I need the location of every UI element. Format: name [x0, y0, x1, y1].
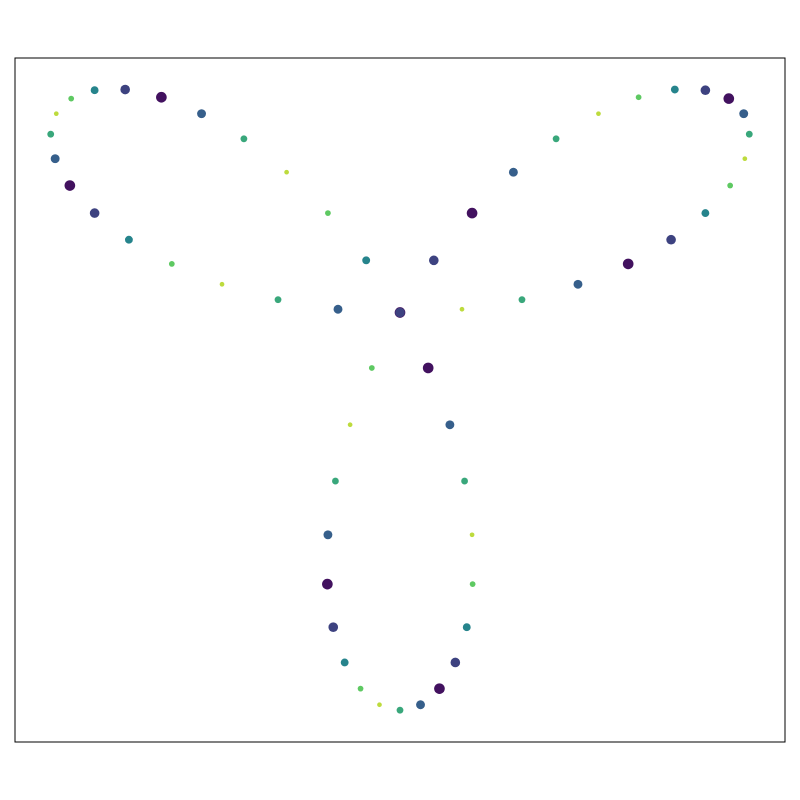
scatter-point [362, 256, 371, 265]
scatter-point [445, 420, 455, 430]
scatter-point [323, 530, 333, 540]
scatter-point [461, 477, 468, 485]
scatter-point [333, 304, 343, 314]
scatter-point [727, 182, 734, 189]
scatter-point [240, 135, 248, 143]
scatter-point [68, 95, 75, 102]
scatter-point [325, 210, 331, 216]
scatter-point [64, 180, 76, 191]
scatter-point [47, 130, 55, 138]
scatter-point [462, 623, 471, 632]
scatter-point [328, 622, 339, 632]
scatter-point [469, 581, 476, 587]
scatter-point [357, 685, 364, 692]
scatter-point [459, 306, 465, 312]
scatter-point [197, 109, 206, 119]
scatter-point [596, 111, 601, 117]
scatter-point [450, 657, 461, 668]
scatter-point [347, 422, 353, 428]
scatter-point [368, 365, 375, 371]
scatter-point [700, 85, 711, 96]
scatter-point [434, 683, 445, 694]
scatter-point [422, 362, 434, 374]
scatter-point [340, 658, 349, 667]
scatter-point [745, 130, 753, 138]
scatter-point [89, 208, 100, 218]
scatter-point [635, 94, 642, 101]
scatter-point [739, 109, 749, 119]
scatter-point [284, 169, 289, 175]
scatter-point [90, 86, 99, 95]
scatter-point [518, 296, 526, 304]
scatter-point [723, 93, 735, 104]
scatter-point [508, 167, 518, 177]
scatter-point [466, 207, 478, 219]
scatter-point [429, 255, 439, 266]
scatter-point [377, 702, 382, 708]
scatter-point [622, 258, 634, 270]
scatter-point [742, 156, 748, 162]
scatter-point [552, 135, 560, 143]
scatter-point [332, 477, 339, 485]
scatter-point [124, 235, 133, 244]
scatter-point [670, 85, 679, 94]
scatter-point [666, 234, 676, 245]
scatter-point [395, 307, 405, 318]
scatter-point [219, 281, 225, 287]
scatter-point [50, 154, 60, 164]
scatter-point [53, 111, 59, 117]
scatter-point [322, 578, 333, 590]
plot-frame [14, 57, 786, 743]
scatter-point [120, 84, 130, 95]
scatter-point [274, 296, 282, 304]
scatter-point [168, 261, 175, 267]
scatter-point [396, 706, 404, 714]
scatter-point [469, 532, 475, 538]
scatter-point [416, 700, 425, 710]
scatter-point [156, 91, 167, 103]
scatter-point [573, 279, 583, 289]
scatter-point [701, 209, 710, 218]
